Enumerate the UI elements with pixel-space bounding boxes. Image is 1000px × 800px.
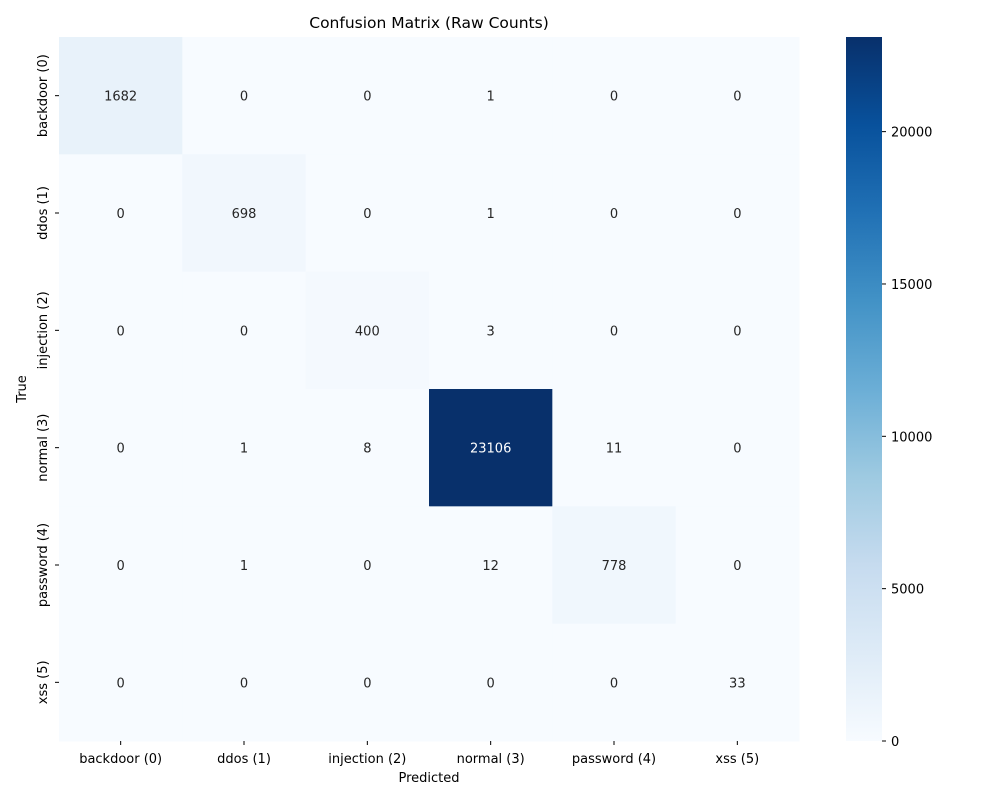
- colorbar-tick-label: 20000: [891, 126, 932, 141]
- heatmap-cell: [305, 389, 430, 507]
- cell-value-label: 400: [355, 324, 380, 339]
- cell-value-label: 23106: [470, 442, 511, 457]
- y-tick-label: injection (2): [36, 291, 51, 369]
- heatmap-cell: [182, 154, 307, 273]
- y-tick-label: ddos (1): [36, 186, 51, 240]
- x-tick-label: backdoor (0): [79, 752, 162, 767]
- colorbar-tick-label: 15000: [891, 278, 932, 293]
- cell-value-label: 0: [487, 676, 495, 691]
- y-axis-label: True: [15, 375, 30, 404]
- x-axis-label: Predicted: [398, 771, 459, 786]
- heatmap-cell: [182, 623, 307, 742]
- colorbar-ticks: 0 5000 10000 15000 20000: [882, 126, 932, 750]
- cell-value-label: 33: [729, 676, 746, 691]
- x-tick-label: normal (3): [457, 752, 525, 767]
- heatmap-cell: [305, 37, 430, 155]
- cell-value-label: 0: [240, 676, 248, 691]
- cell-value-label: 698: [232, 207, 257, 222]
- cell-value-label: 0: [117, 207, 125, 222]
- cell-value-label: 0: [363, 207, 371, 222]
- heatmap-cell: [429, 37, 553, 155]
- heatmap-cell: [552, 623, 677, 742]
- heatmap-cell: [429, 623, 553, 742]
- cell-value-label: 12: [482, 559, 499, 574]
- heatmap-cell: [675, 506, 800, 625]
- cell-value-label: 1: [487, 90, 495, 105]
- heatmap-cell: [552, 37, 677, 155]
- x-tick-label: ddos (1): [217, 752, 271, 767]
- cell-value-label: 0: [363, 676, 371, 691]
- heatmap-cell: [429, 506, 553, 625]
- cell-value-label: 0: [117, 559, 125, 574]
- colorbar: [846, 37, 882, 741]
- heatmap-cell: [59, 623, 183, 742]
- y-tick-label: xss (5): [36, 660, 51, 704]
- y-tick-label: normal (3): [36, 414, 51, 482]
- heatmap-cell: [552, 271, 677, 390]
- heatmap-cell: [305, 623, 430, 742]
- heatmap-cell: [305, 506, 430, 625]
- cell-value-label: 1682: [104, 90, 137, 105]
- heatmap-cell: [305, 154, 430, 273]
- heatmap-cell: [675, 154, 800, 273]
- heatmap-cell: [552, 389, 677, 507]
- cell-value-label: 778: [602, 559, 627, 574]
- y-tick-label: backdoor (0): [36, 54, 51, 137]
- cell-value-label: 0: [610, 90, 618, 105]
- cell-value-label: 3: [487, 324, 495, 339]
- cell-value-label: 0: [733, 90, 741, 105]
- heatmap-cell: [59, 271, 183, 390]
- cell-value-label: 0: [117, 442, 125, 457]
- cell-value-label: 0: [117, 676, 125, 691]
- cell-value-label: 0: [240, 90, 248, 105]
- y-tick-label: password (4): [36, 523, 51, 607]
- heatmap-cell: [675, 37, 800, 155]
- heatmap-cell: [59, 506, 183, 625]
- cell-value-label: 0: [117, 324, 125, 339]
- heatmap-cell: [429, 154, 553, 273]
- cell-value-label: 0: [610, 676, 618, 691]
- x-tick-label: password (4): [572, 752, 656, 767]
- chart-title: Confusion Matrix (Raw Counts): [309, 14, 549, 32]
- colorbar-tick-label: 10000: [891, 430, 932, 445]
- cell-value-label: 0: [240, 324, 248, 339]
- cell-value-label: 0: [610, 324, 618, 339]
- heatmap-cell: [182, 506, 307, 625]
- x-tick-label: injection (2): [328, 752, 406, 767]
- heatmap-cell: [59, 389, 183, 507]
- heatmap-cell: [675, 389, 800, 507]
- x-tick-label: xss (5): [715, 752, 759, 767]
- y-axis-ticks: backdoor (0) ddos (1) injection (2) normal …: [36, 54, 59, 704]
- heatmap-cell: [182, 271, 307, 390]
- cell-value-label: 0: [733, 324, 741, 339]
- cell-value-label: 0: [733, 442, 741, 457]
- heatmap-cell: [675, 271, 800, 390]
- cell-value-label: 1: [240, 442, 248, 457]
- cell-value-label: 0: [733, 559, 741, 574]
- heatmap-cell: [675, 623, 800, 742]
- x-axis-ticks: backdoor (0) ddos (1) injection (2) normal …: [79, 741, 759, 767]
- cell-value-label: 1: [240, 559, 248, 574]
- cell-value-label: 0: [610, 207, 618, 222]
- cell-value-label: 1: [487, 207, 495, 222]
- heatmap-cell: [429, 271, 553, 390]
- cell-value-label: 8: [363, 442, 371, 457]
- cell-value-label: 11: [606, 442, 623, 457]
- heatmap-cell: [552, 154, 677, 273]
- cell-value-label: 0: [363, 90, 371, 105]
- heatmap-cell: [59, 154, 183, 273]
- colorbar-tick-label: 0: [891, 735, 899, 750]
- heatmap-cell: [59, 37, 183, 155]
- colorbar-tick-label: 5000: [891, 583, 924, 598]
- heatmap-cell: [305, 271, 430, 390]
- heatmap-cells: 1682 0 0 1 0 0 0 698 0 1 0 0 0 0 400 3 0 0 0 1 8 23106 11 0 0 1 0 1…: [59, 37, 800, 742]
- heatmap-cell: [552, 506, 677, 625]
- cell-value-label: 0: [733, 207, 741, 222]
- heatmap-cell: [429, 389, 553, 507]
- heatmap-cell: [182, 37, 307, 155]
- cell-value-label: 0: [363, 559, 371, 574]
- heatmap-cell: [182, 389, 307, 507]
